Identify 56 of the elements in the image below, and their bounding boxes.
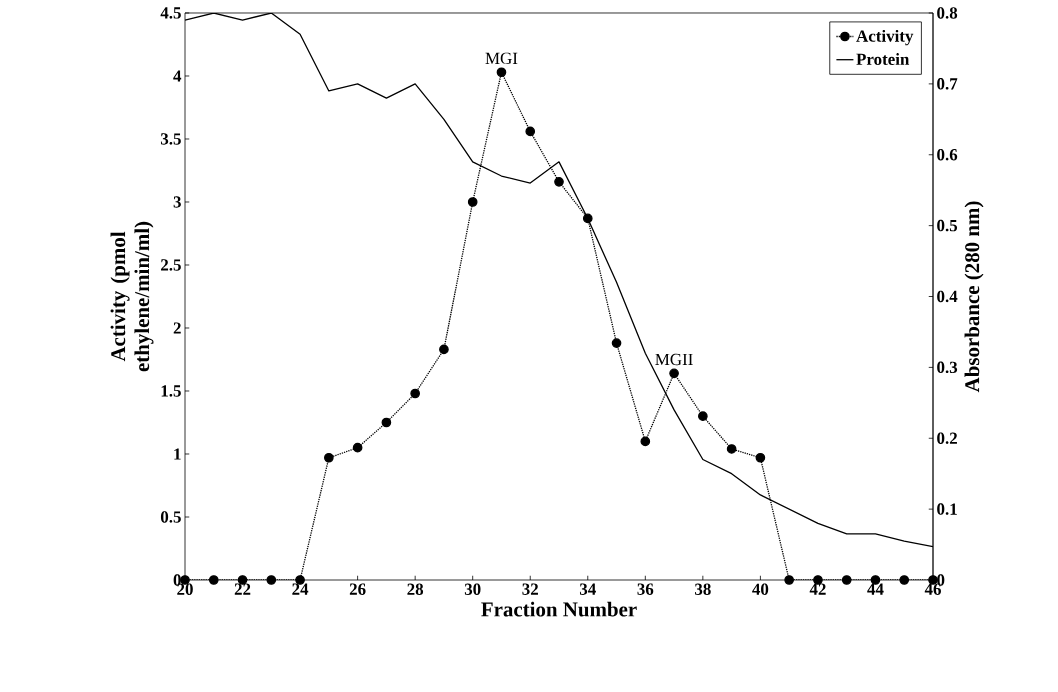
annotation: MGII — [655, 353, 693, 366]
point — [525, 126, 536, 137]
point — [841, 575, 852, 585]
y-tick-label: 0.5 — [160, 511, 181, 523]
x-tick-label: 28 — [407, 583, 424, 595]
point — [554, 177, 564, 187]
x-tick-label: 42 — [809, 583, 826, 595]
y-tick-label: 2.5 — [161, 259, 181, 271]
x-tick-label: 38 — [695, 583, 711, 595]
y2-tick-label: 0.4 — [937, 290, 958, 303]
y2-tick-label: 0.8 — [937, 7, 958, 19]
point — [640, 436, 651, 447]
y-axis-title: Activity (pmol ethylene/min/ml) — [110, 221, 154, 372]
point — [698, 411, 708, 422]
y2-tick-label: 0.7 — [937, 78, 958, 90]
y2-tick-label: 0.3 — [937, 361, 958, 374]
point — [899, 575, 910, 585]
y-tick-label: 1 — [174, 448, 181, 460]
point — [266, 575, 277, 585]
y2-tick-label: 0.6 — [937, 149, 958, 161]
point — [381, 417, 392, 428]
x-tick-label: 44 — [867, 583, 884, 595]
legend-label: Protein — [856, 53, 910, 66]
y-tick-label: 3.5 — [160, 133, 181, 145]
x-tick-label: 24 — [292, 583, 309, 595]
y2-tick-label: 0.5 — [937, 219, 958, 232]
y2-tick-label: 0.2 — [937, 432, 957, 444]
y2-tick-label: 0.1 — [937, 503, 957, 515]
legend-label: Activity — [856, 29, 914, 46]
y-tick-label: 2 — [173, 322, 181, 334]
x-tick-label: 22 — [234, 583, 251, 595]
x-axis-title: Fraction Number — [481, 601, 637, 617]
y2-axis-title: Absorbance (280 nm) — [964, 201, 984, 393]
point — [352, 442, 363, 453]
point — [467, 197, 478, 207]
point — [784, 575, 794, 585]
point — [439, 344, 449, 355]
point — [496, 67, 507, 78]
point — [410, 388, 420, 399]
x-tick-label: 40 — [752, 583, 769, 595]
x-tick-label: 26 — [349, 583, 366, 595]
point — [611, 338, 622, 348]
x-tick-label: 36 — [637, 583, 654, 595]
point — [208, 575, 219, 585]
x-tick-label: 30 — [464, 583, 481, 595]
y-tick-label: 1.5 — [161, 385, 181, 397]
point — [324, 452, 334, 463]
point — [755, 452, 766, 463]
x-tick-label: 34 — [579, 583, 596, 595]
x-tick-label: 32 — [522, 583, 538, 595]
annotation: MGI — [485, 52, 518, 65]
point — [726, 444, 737, 454]
y-tick-label: 4 — [173, 70, 182, 82]
point — [669, 368, 679, 379]
y-tick-label: 3 — [173, 196, 181, 208]
y-tick-label: 4.5 — [160, 7, 181, 19]
